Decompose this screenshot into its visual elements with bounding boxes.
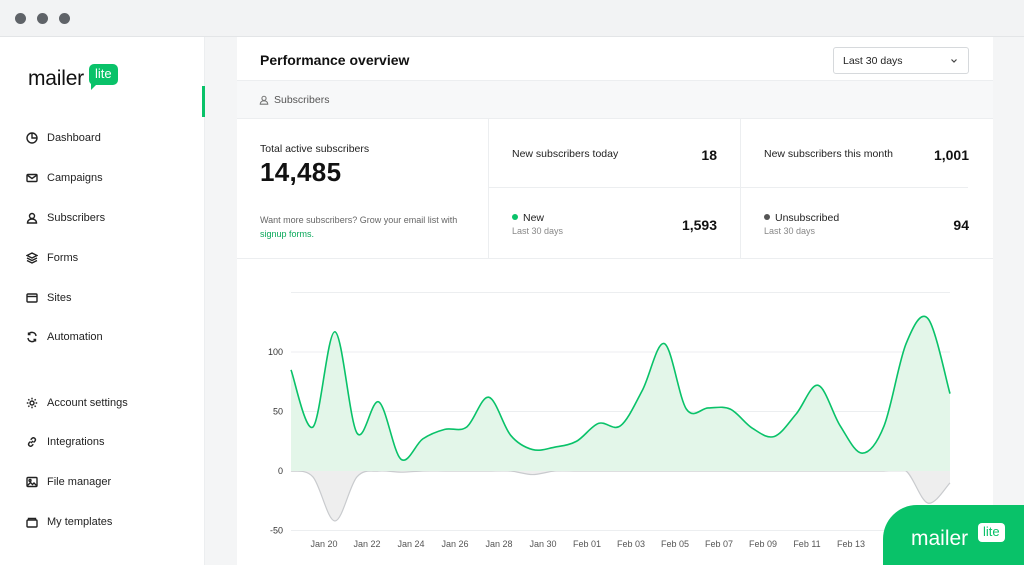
main-panel: Performance overview Last 30 days Subscr…: [237, 37, 993, 565]
sidebar-item-label: Forms: [47, 252, 79, 264]
logo[interactable]: mailer lite: [28, 64, 118, 97]
user-icon: [26, 212, 38, 224]
tab-subscribers[interactable]: Subscribers: [259, 94, 329, 106]
logo-badge: lite: [89, 64, 118, 90]
tab-label: Subscribers: [274, 94, 330, 106]
window-dot-icon[interactable]: [37, 13, 48, 24]
x-tick-label: Jan 20: [310, 539, 337, 549]
sidebar-item-label: File manager: [47, 476, 112, 488]
sidebar-item-subscribers[interactable]: Subscribers: [26, 208, 105, 228]
new-dot-icon: [512, 214, 518, 220]
new-label: New: [512, 212, 544, 224]
page-title: Performance overview: [260, 52, 410, 68]
sidebar-item-file-manager[interactable]: File manager: [26, 472, 111, 492]
unsubscribed-value: 94: [953, 217, 969, 233]
x-tick-label: Jan 30: [529, 539, 556, 549]
unsubscribed-period: Last 30 days: [764, 226, 816, 236]
total-subscribers-label: Total active subscribers: [260, 143, 370, 155]
promo-text: Want more subscribers? Grow your email l…: [260, 213, 475, 241]
sidebar-item-integrations[interactable]: Integrations: [26, 432, 104, 452]
new-month-label: New subscribers this month: [764, 148, 893, 160]
divider: [488, 119, 489, 259]
sidebar-item-campaigns[interactable]: Campaigns: [26, 168, 103, 188]
browser-icon: [26, 293, 38, 303]
divider: [488, 187, 968, 188]
sidebar-item-label: Dashboard: [47, 132, 101, 144]
new-label-text: New: [523, 212, 545, 224]
unsubscribed-dot-icon: [764, 214, 770, 220]
x-tick-label: Feb 03: [617, 539, 645, 549]
sidebar-item-label: Account settings: [47, 397, 128, 409]
active-nav-indicator: [202, 86, 205, 117]
gear-icon: [26, 397, 38, 409]
sidebar-item-dashboard[interactable]: Dashboard: [26, 128, 101, 148]
sidebar-item-label: My templates: [47, 516, 113, 528]
new-month-value: 1,001: [933, 147, 969, 163]
sidebar-item-label: Subscribers: [47, 212, 106, 224]
new-today-label: New subscribers today: [512, 148, 619, 160]
template-icon: [26, 517, 38, 528]
user-icon: [259, 95, 269, 105]
x-tick-label: Jan 26: [441, 539, 468, 549]
unsubscribed-label: Unsubscribed: [764, 212, 839, 224]
divider: [740, 119, 741, 259]
unsubscribed-line: [290, 468, 951, 522]
chart-svg: 100 50 0 -50 Jan 20 Jan 22 Jan 24 Jan 26 Jan 28 J…: [268, 292, 951, 549]
subtab-bar: Subscribers: [237, 81, 993, 119]
x-tick-label: Feb 01: [573, 539, 601, 549]
link-icon: [27, 437, 37, 447]
sidebar-item-label: Campaigns: [47, 172, 103, 184]
sidebar-item-label: Automation: [47, 331, 103, 343]
image-icon: [26, 476, 38, 488]
chevron-down-icon: [951, 59, 957, 63]
y-tick-label: 100: [268, 347, 283, 357]
y-tick-label: 0: [278, 466, 283, 476]
brand-text: mailer: [911, 527, 969, 550]
mail-icon: [26, 173, 38, 183]
sidebar-item-label: Sites: [47, 292, 72, 304]
sidebar-item-forms[interactable]: Forms: [26, 248, 78, 268]
x-tick-label: Jan 24: [397, 539, 424, 549]
sidebar-item-label: Integrations: [47, 436, 105, 448]
y-tick-label: -50: [270, 526, 283, 536]
x-tick-label: Feb 07: [705, 539, 733, 549]
logo-text: mailer: [28, 67, 84, 90]
sidebar-item-my-templates[interactable]: My templates: [26, 512, 112, 532]
window-titlebar: [0, 0, 1024, 37]
y-tick-label: 50: [273, 407, 283, 417]
header: Performance overview Last 30 days: [237, 37, 993, 81]
stats-panel: Total active subscribers 14,485 Want mor…: [237, 119, 993, 259]
new-period: Last 30 days: [512, 226, 564, 236]
brand-lite: lite: [978, 523, 1005, 542]
x-tick-label: Jan 22: [353, 539, 380, 549]
sidebar-item-automation[interactable]: Automation: [26, 327, 103, 347]
date-range-select[interactable]: Last 30 days: [833, 47, 969, 74]
window-dot-icon[interactable]: [15, 13, 26, 24]
x-tick-label: Jan 28: [485, 539, 512, 549]
promo-message: Want more subscribers? Grow your email l…: [260, 215, 458, 225]
unsubscribed-area: [291, 468, 950, 521]
subscribers-chart: 100 50 0 -50 Jan 20 Jan 22 Jan 24 Jan 26 Jan 28 J…: [237, 259, 993, 565]
new-today-value: 18: [701, 147, 717, 163]
sidebar: mailer lite Dashboard Campaigns Subscrib…: [0, 37, 205, 565]
x-tick-label: Feb 11: [793, 539, 820, 549]
signup-forms-link[interactable]: signup forms.: [260, 229, 315, 239]
refresh-icon: [27, 331, 37, 343]
total-subscribers-value: 14,485: [260, 157, 342, 187]
new-subscribers-line: [290, 315, 951, 461]
unsubscribed-label-text: Unsubscribed: [775, 212, 840, 224]
sidebar-item-account-settings[interactable]: Account settings: [26, 393, 128, 413]
x-tick-label: Feb 09: [749, 539, 777, 549]
sidebar-item-sites[interactable]: Sites: [26, 288, 71, 308]
new-subscribers-area: [291, 316, 950, 471]
x-tick-label: Feb 05: [661, 539, 689, 549]
date-range-value: Last 30 days: [843, 55, 903, 67]
window-dot-icon[interactable]: [59, 13, 70, 24]
brand-badge: mailer lite: [883, 505, 1024, 565]
dashboard-icon: [26, 132, 38, 144]
x-tick-label: Feb 13: [837, 539, 865, 549]
layers-icon: [26, 252, 38, 264]
new-value: 1,593: [681, 217, 717, 233]
